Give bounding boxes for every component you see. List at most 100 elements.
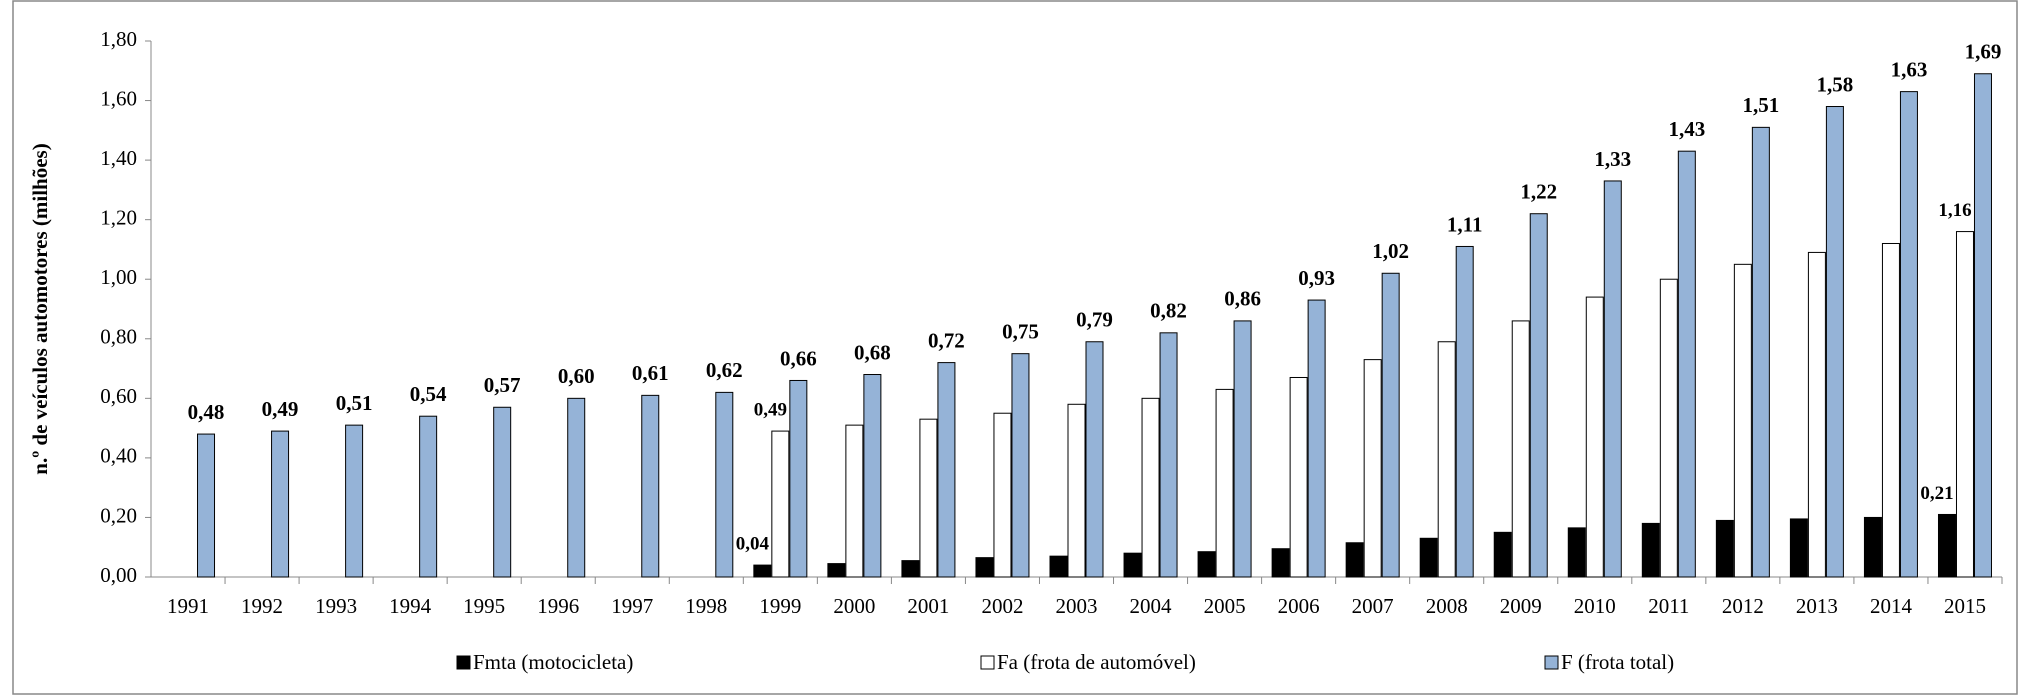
data-label: 1,33 xyxy=(1594,147,1631,171)
data-label: 0,86 xyxy=(1224,287,1261,311)
data-label: 1,58 xyxy=(1817,72,1854,96)
y-tick-label: 0,60 xyxy=(100,384,137,408)
bar xyxy=(827,563,846,578)
data-label: 1,63 xyxy=(1891,57,1928,81)
data-label: 0,82 xyxy=(1150,299,1187,323)
data-label: 0,57 xyxy=(484,373,521,397)
legend-label: F (frota total) xyxy=(1561,650,1674,674)
bar xyxy=(1215,388,1234,578)
x-tick-label: 2001 xyxy=(907,594,949,618)
bar xyxy=(1585,296,1604,578)
x-tick-label: 1997 xyxy=(611,594,653,618)
x-tick-label: 1993 xyxy=(315,594,357,618)
bar xyxy=(1493,531,1512,578)
y-axis-label: n.º de veículos automotores (milhões) xyxy=(28,143,52,474)
bar xyxy=(1289,376,1308,578)
legend-swatch xyxy=(980,655,995,670)
bar xyxy=(1641,522,1660,578)
data-label: 0,75 xyxy=(1002,319,1039,343)
bar xyxy=(1529,213,1548,578)
y-tick-label: 1,20 xyxy=(100,205,137,229)
bar xyxy=(271,430,290,578)
bar xyxy=(1437,341,1456,578)
y-tick-label: 0,80 xyxy=(100,325,137,349)
x-tick-label: 2007 xyxy=(1352,594,1394,618)
bar xyxy=(345,424,364,578)
data-label: 1,43 xyxy=(1668,117,1705,141)
bar xyxy=(1677,150,1696,578)
bar xyxy=(1197,551,1216,578)
x-tick-label: 2004 xyxy=(1130,594,1173,618)
x-tick-label: 1996 xyxy=(537,594,579,618)
bar xyxy=(993,412,1012,578)
bar xyxy=(1659,278,1678,578)
bar xyxy=(1141,397,1160,578)
bar xyxy=(1603,180,1622,578)
bar xyxy=(715,391,734,578)
y-tick-label: 1,60 xyxy=(100,86,137,110)
bar xyxy=(197,433,216,578)
bar xyxy=(789,379,808,578)
bar xyxy=(1733,263,1752,578)
data-label: 0,68 xyxy=(854,340,891,364)
bar xyxy=(1937,513,1956,578)
y-tick-label: 1,80 xyxy=(100,27,137,51)
x-tick-label: 2014 xyxy=(1870,594,1913,618)
data-label: 0,51 xyxy=(336,391,373,415)
bar xyxy=(1381,272,1400,578)
data-label: 0,61 xyxy=(632,361,669,385)
y-tick-label: 0,00 xyxy=(100,563,137,587)
x-tick-label: 1999 xyxy=(759,594,801,618)
bar xyxy=(1011,353,1030,578)
x-tick-label: 2008 xyxy=(1426,594,1468,618)
bar xyxy=(863,374,882,578)
bar xyxy=(1345,542,1364,578)
x-tick-label: 2002 xyxy=(981,594,1023,618)
legend-swatch xyxy=(1544,655,1559,670)
x-tick-label: 1994 xyxy=(389,594,432,618)
bar xyxy=(1899,91,1918,578)
bar xyxy=(1455,245,1474,578)
bar xyxy=(753,564,772,578)
data-label: 0,60 xyxy=(558,364,595,388)
data-label: 0,49 xyxy=(754,399,787,420)
data-label: 0,48 xyxy=(188,400,225,424)
data-label: 0,49 xyxy=(262,397,299,421)
bar xyxy=(1881,242,1900,578)
bar xyxy=(1863,516,1882,578)
x-tick-label: 1995 xyxy=(463,594,505,618)
bar xyxy=(419,415,438,578)
data-label: 0,72 xyxy=(928,328,965,352)
bar xyxy=(1511,320,1530,578)
data-label: 0,54 xyxy=(410,382,447,406)
bar xyxy=(1123,552,1142,578)
bar xyxy=(1807,251,1826,578)
bar xyxy=(567,397,586,578)
bar xyxy=(1363,359,1382,578)
bar xyxy=(1955,231,1974,578)
x-tick-label: 2000 xyxy=(833,594,875,618)
data-label: 0,66 xyxy=(780,346,817,370)
y-tick-label: 0,20 xyxy=(100,503,137,527)
data-label: 1,02 xyxy=(1372,239,1409,263)
x-tick-label: 2011 xyxy=(1648,594,1689,618)
x-tick-label: 2003 xyxy=(1056,594,1098,618)
x-tick-label: 2012 xyxy=(1722,594,1764,618)
bar xyxy=(901,560,920,578)
bar xyxy=(845,424,864,578)
legend-label: Fmta (motocicleta) xyxy=(473,650,633,674)
bar xyxy=(641,394,660,578)
data-label: 1,16 xyxy=(1938,200,1971,221)
chart-frame xyxy=(12,0,2018,695)
bar xyxy=(1973,73,1992,578)
data-label: 0,93 xyxy=(1298,266,1335,290)
x-tick-label: 1992 xyxy=(241,594,283,618)
legend-label: Fa (frota de automóvel) xyxy=(997,650,1196,674)
bar xyxy=(1233,320,1252,578)
bar xyxy=(493,406,512,578)
y-tick-label: 1,00 xyxy=(100,265,137,289)
bar xyxy=(1825,106,1844,578)
data-label: 1,51 xyxy=(1742,93,1779,117)
x-tick-label: 1998 xyxy=(685,594,727,618)
